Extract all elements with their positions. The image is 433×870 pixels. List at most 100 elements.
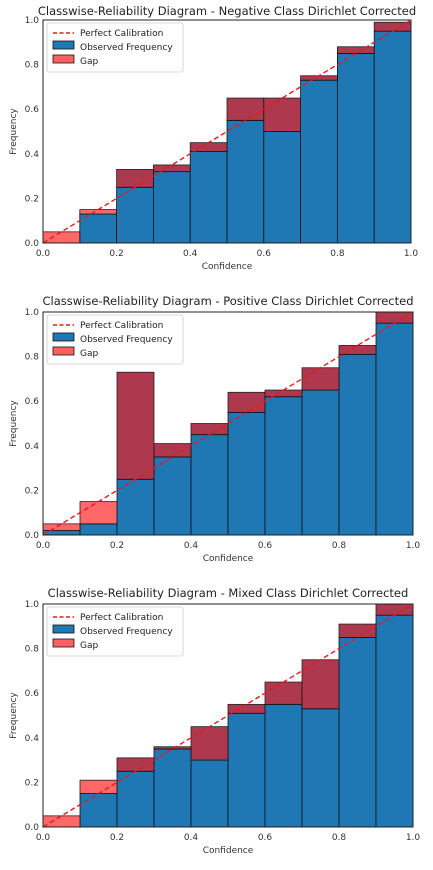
chart-1-observed-bar: [79, 213, 118, 244]
chart-2-y-tick-label: 0.0: [25, 531, 40, 541]
chart-1-observed-bar: [263, 131, 301, 244]
legend-gap-swatch: [52, 346, 75, 356]
chart-2-perfect-calibration-line: [42, 311, 414, 536]
chart-1-observed-bar: [373, 30, 412, 244]
chart-3-gap-bar: [153, 746, 192, 750]
chart-2-legend: Perfect Calibration Observed Frequency Gap: [46, 314, 184, 365]
legend-label: Perfect Calibration: [80, 613, 163, 623]
chart-2-gap-bar: [338, 345, 377, 355]
chart-3-y-tick-label: 0.0: [25, 823, 40, 833]
chart-3-gap-bar: [338, 623, 377, 638]
chart-1-axes-frame: [42, 19, 412, 244]
chart-2-gap-bar: [79, 501, 118, 525]
chart-3-y-tick-label: 1.0: [25, 600, 40, 610]
chart-1-gap-bar: [336, 46, 375, 54]
chart-1-observed-bar: [189, 151, 228, 244]
legend-label: Observed Frequency: [80, 627, 173, 637]
chart-1: Classwise-Reliability Diagram - Negative…: [9, 4, 418, 272]
chart-3-x-axis-label: Confidence: [203, 846, 254, 856]
chart-2-y-tick-label: 0.6: [25, 397, 40, 407]
chart-3-y-tick-label: 0.8: [25, 645, 40, 655]
legend-label: Observed Frequency: [80, 335, 173, 345]
chart-1-y-tick-label: 0.6: [25, 105, 40, 115]
chart-2-gap-bar: [375, 311, 414, 324]
chart-1-y-tick-label: 0.0: [25, 239, 40, 249]
chart-1-gap-bar: [152, 164, 191, 173]
chart-3-observed-bar: [153, 748, 192, 828]
chart-3-gap-bar: [79, 779, 118, 794]
chart-3-gap-bar: [116, 757, 155, 772]
chart-1-x-tick-label: 0.4: [183, 249, 198, 259]
chart-2: Classwise-Reliability Diagram - Positive…: [9, 294, 420, 564]
chart-3-y-tick-label: 0.2: [25, 778, 39, 788]
chart-1-legend: Perfect Calibration Observed Frequency Gap: [46, 22, 184, 73]
chart-2-gap-bar: [227, 391, 266, 413]
chart-1-x-tick-label: 1.0: [404, 249, 419, 259]
legend-observed-frequency-swatch: [52, 332, 75, 342]
chart-3-x-tick-label: 1.0: [406, 833, 421, 843]
chart-2-gap-bar: [116, 371, 155, 480]
chart-2-x-tick-label: 1.0: [406, 541, 421, 551]
chart-3-gap-bar: [301, 659, 340, 710]
chart-2-legend-box: [46, 314, 184, 365]
chart-3-perfect-calibration-line: [42, 603, 414, 828]
chart-1-y-tick-label: 0.2: [25, 194, 39, 204]
legend-gap-swatch: [52, 638, 75, 648]
chart-2-axes-frame: [42, 311, 414, 536]
chart-3-gap-bar: [227, 703, 266, 714]
chart-3-x-tick-label: 0.4: [184, 833, 199, 843]
chart-2-x-axis-label: Confidence: [203, 554, 254, 564]
chart-2-gap-bar: [153, 443, 192, 458]
chart-1-observed-bar: [300, 79, 338, 244]
chart-3-gap-bar: [375, 603, 414, 616]
chart-2-y-tick-label: 0.4: [25, 442, 40, 452]
chart-1-observed-bar: [226, 119, 265, 244]
chart-3-observed-bar: [375, 614, 414, 828]
chart-2-observed-bar: [375, 322, 414, 536]
chart-3-observed-bar: [338, 637, 377, 828]
chart-2-y-tick-label: 0.2: [25, 486, 39, 496]
legend-label: Observed Frequency: [80, 43, 173, 53]
chart-2-x-tick-label: 0.2: [110, 541, 124, 551]
chart-1-y-tick-label: 0.4: [25, 150, 40, 160]
chart-3-observed-bar: [264, 703, 303, 828]
chart-2-x-tick-label: 0.0: [36, 541, 51, 551]
chart-2-gap-bar: [42, 523, 81, 531]
chart-1-x-tick-label: 0.0: [36, 249, 51, 259]
chart-3-axes-frame: [42, 603, 414, 828]
chart-2-gap-bar: [301, 367, 340, 391]
chart-1-x-tick-label: 0.8: [330, 249, 345, 259]
chart-3-observed-bar: [301, 708, 340, 828]
legend-label: Gap: [80, 57, 98, 67]
chart-1-x-tick-label: 0.2: [109, 249, 123, 259]
chart-3-x-tick-label: 0.0: [36, 833, 51, 843]
chart-1-observed-bar: [116, 186, 154, 244]
chart-2-title: Classwise-Reliability Diagram - Positive…: [42, 294, 413, 308]
chart-2-observed-bar: [301, 389, 340, 536]
chart-2-x-tick-label: 0.8: [332, 541, 347, 551]
chart-3-x-tick-label: 0.8: [332, 833, 347, 843]
chart-2-observed-bar: [264, 396, 303, 536]
chart-2-observed-bar: [153, 456, 192, 536]
chart-2-y-tick-label: 1.0: [25, 308, 40, 318]
legend-observed-frequency-swatch: [52, 624, 75, 634]
chart-3-observed-bar: [227, 712, 266, 828]
chart-3-y-tick-label: 0.4: [25, 734, 40, 744]
chart-1-y-tick-label: 0.8: [25, 61, 40, 71]
chart-2-observed-bar: [338, 353, 377, 536]
chart-1-observed-bar: [336, 53, 375, 244]
chart-3-y-tick-label: 0.6: [25, 689, 40, 699]
chart-2-observed-bar: [227, 411, 266, 536]
chart-3: Classwise-Reliability Diagram - Mixed Cl…: [9, 586, 420, 856]
chart-2-observed-bar: [42, 530, 81, 536]
chart-3-x-tick-label: 0.6: [258, 833, 273, 843]
chart-1-gap-bar: [116, 169, 154, 188]
legend-label: Perfect Calibration: [80, 29, 163, 39]
chart-3-gap-bar: [264, 681, 303, 705]
chart-1-legend-box: [46, 22, 184, 73]
chart-3-legend: Perfect Calibration Observed Frequency Gap: [46, 606, 184, 657]
chart-3-observed-bar: [190, 759, 229, 828]
chart-3-legend-box: [46, 606, 184, 657]
chart-1-y-tick-label: 1.0: [25, 16, 40, 26]
